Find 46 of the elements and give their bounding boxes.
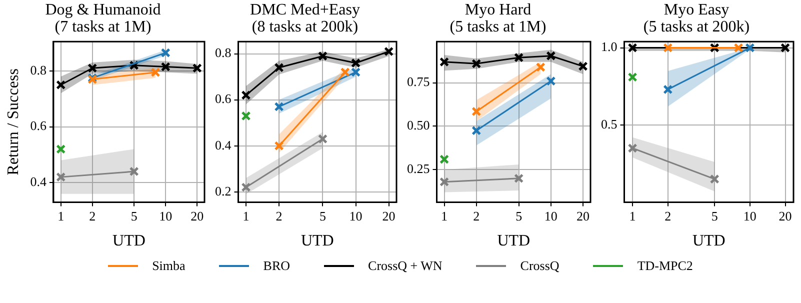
x-axis-title: UTD [112,232,146,250]
x-tick-label: 5 [130,208,138,224]
x-tick-label: 20 [190,208,204,224]
x-tick-label: 5 [319,208,326,224]
chart-title: DMC Med+Easy (8 tasks at 200k) [250,2,360,36]
x-tick-label: 2 [89,208,96,224]
x-axis-title: UTD [300,232,334,250]
legend-label: CrossQ + WN [368,258,442,274]
x-tick-label: 10 [743,208,756,224]
y-tick-label: 0.8 [30,62,46,78]
y-tick-label: 0.5 [601,116,618,132]
y-tick-label: 1.0 [601,39,618,54]
x-tick-label: 5 [711,208,718,224]
x-tick-label: 1 [58,208,64,224]
x-tick-label: 1 [242,208,250,224]
y-tick-label: 0.6 [30,118,47,134]
x-tick-label: 10 [544,208,558,224]
x-tick-label: 1 [629,208,636,224]
x-axis-title: UTD [497,232,530,250]
y-tick-label: 0.25 [407,161,430,176]
y-tick-label: 0.4 [215,137,232,152]
y-tick-label: 0.2 [215,183,232,198]
chart-title: Myo Easy (5 tasks at 200k) [643,2,750,36]
x-tick-label: 10 [159,208,172,224]
legend-label: BRO [263,258,290,274]
x-tick-label: 2 [276,208,282,224]
y-tick-label: 0.50 [407,118,430,133]
x-tick-label: 2 [664,208,672,224]
x-tick-label: 5 [516,208,522,224]
y-tick-label: 0.8 [215,45,232,60]
x-axis-title: UTD [692,232,726,250]
x-tick-label: 2 [473,208,480,224]
x-tick-label: 20 [382,208,396,224]
legend-label: TD-MPC2 [637,258,693,274]
legend-label: Simba [152,258,186,274]
chart-title: Dog & Humanoid (7 tasks at 1M) [45,2,161,36]
y-tick-label: 0.6 [215,91,232,106]
x-tick-label: 1 [441,208,448,224]
x-tick-label: 20 [576,208,590,224]
x-tick-label: 20 [778,208,792,224]
y-axis-title: Return / Success [4,68,22,176]
chart-title: Myo Hard (5 tasks at 1M) [450,2,546,36]
y-tick-label: 0.4 [30,174,47,190]
y-tick-label: 0.75 [407,74,430,90]
legend-label: CrossQ [520,258,560,274]
x-tick-label: 10 [349,208,362,224]
